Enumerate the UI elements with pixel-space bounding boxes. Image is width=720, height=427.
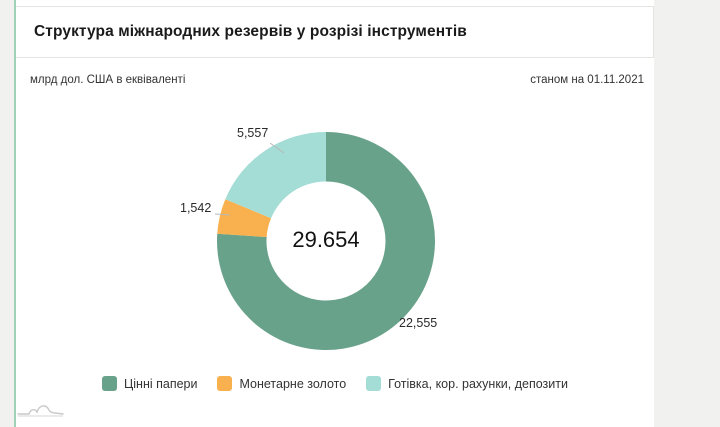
chart-subtitle-row: млрд дол. США в еквіваленті станом на 01… (30, 74, 644, 86)
watermark-logo-icon (17, 405, 64, 417)
slice-label-gold: 1,542 (180, 201, 212, 215)
legend-label-securities: Цінні папери (124, 376, 198, 391)
legend-item-gold[interactable]: Монетарне золото (217, 376, 346, 391)
donut-center-total: 29.654 (292, 227, 360, 252)
as-of-date: станом на 01.11.2021 (530, 74, 644, 86)
slice-label-securities: 22,555 (399, 316, 438, 330)
units-label: млрд дол. США в еквіваленті (30, 74, 186, 86)
legend-label-cash: Готівка, кор. рахунки, депозити (388, 376, 568, 391)
legend-swatch-cash (366, 376, 382, 391)
legend-label-gold: Монетарне золото (239, 376, 347, 391)
chart-card: Структура міжнародних резервів у розрізі… (14, 0, 654, 427)
page-title: Структура міжнародних резервів у розрізі… (34, 23, 467, 40)
chart-legend: Цінні папери Монетарне золото Готівка, к… (16, 376, 654, 391)
legend-item-securities[interactable]: Цінні папери (102, 376, 197, 391)
chart-title-bar: Структура міжнародних резервів у розрізі… (16, 6, 654, 58)
legend-item-cash[interactable]: Готівка, кор. рахунки, депозити (366, 376, 568, 391)
slice-label-cash: 5,557 (237, 126, 269, 140)
legend-swatch-gold (217, 376, 233, 391)
donut-slice-2[interactable] (225, 132, 326, 219)
donut-chart (216, 132, 435, 350)
legend-swatch-securities (102, 376, 118, 391)
donut-slice-0[interactable] (216, 132, 435, 350)
donut-slice-1[interactable] (217, 199, 272, 238)
